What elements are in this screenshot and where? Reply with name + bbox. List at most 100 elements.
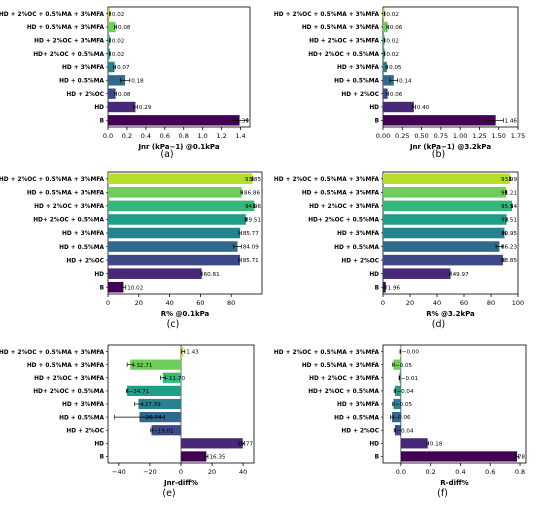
data-label: −19.01 — [153, 428, 174, 434]
bar — [383, 200, 512, 212]
bar — [394, 385, 401, 397]
x-tick-label: 60 — [196, 299, 204, 307]
bar — [181, 451, 207, 462]
category-label: HD + 3%MFA — [62, 402, 104, 408]
data-label: 0.02 — [386, 52, 398, 58]
bar — [162, 372, 181, 383]
bar — [391, 411, 401, 423]
data-label: 1.39 — [237, 118, 250, 124]
category-label: HD + 2%OC + 0.5%MA + 3%MFA — [274, 12, 380, 18]
x-tick-label: 20 — [135, 299, 143, 307]
bar — [383, 48, 385, 59]
x-axis-label: R% @0.1kPa — [161, 310, 210, 318]
data-label: −34.71 — [129, 389, 150, 395]
chart-panel-2: 0.00 0.25 0.50 0.75 1.00 1.25 1.50 1.75 Jnr (kPa… — [274, 6, 525, 160]
category-label: HD + 2%OC — [341, 92, 379, 98]
bar — [108, 173, 253, 185]
category-label: HD + 2%OC + 0.5%MA + 3%MFA — [0, 177, 105, 183]
data-label: 0.02 — [112, 38, 124, 44]
data-label: 85.71 — [243, 258, 259, 264]
x-tick-label: 0.6 — [485, 468, 495, 476]
data-label: 0.14 — [399, 78, 412, 84]
bar — [383, 88, 388, 99]
data-label: −0.00 — [402, 350, 420, 356]
x-tick-label: 40 — [433, 299, 441, 307]
category-label: HD + 0.5%MA + 3%MFA — [302, 25, 380, 31]
x-tick-label: 1.00 — [453, 132, 467, 140]
category-label: HD+ 2%OC + 0.5%MA — [33, 52, 104, 58]
data-label: 0.18 — [430, 441, 443, 447]
bar — [108, 241, 238, 252]
data-label: 0.05 — [389, 65, 402, 71]
category-label: HD + 0.5%MA — [334, 79, 379, 85]
x-tick-label: 0 — [179, 468, 183, 476]
x-tick-label: 1.4 — [235, 132, 245, 140]
category-label: HD + 2%OC — [66, 258, 104, 264]
chart-panel-6: 0.0 0.2 0.4 0.6 0.8 R-diff% HD + 2%OC + 0.5%MA… — [274, 344, 527, 499]
x-tick-label: 0.8 — [179, 132, 189, 140]
category-label: HD + 3%MFA — [337, 402, 379, 408]
data-label: −0.04 — [396, 389, 414, 395]
category-label: HD+ 2%OC + 0.5%MA — [33, 218, 104, 224]
x-axis-label: R% @3.2kPa — [426, 310, 475, 318]
data-label: 88.85 — [501, 258, 517, 264]
category-label: HD + 2%OC + 3%MFA — [34, 39, 104, 45]
data-label: 0.02 — [386, 12, 398, 18]
data-label: 86.23 — [501, 245, 517, 251]
category-label: HD + 2%OC — [341, 258, 379, 264]
category-label: B — [375, 119, 380, 125]
category-label: HD — [94, 442, 104, 448]
category-label: HD — [94, 105, 104, 111]
category-label: HD+ 2%OC + 0.5%MA — [308, 218, 379, 224]
panel-label: (d) — [432, 319, 445, 330]
data-label: −26.74 — [141, 415, 162, 421]
data-label: −0.04 — [396, 428, 414, 434]
data-label: 85.77 — [243, 231, 259, 237]
data-label: 0.18 — [131, 78, 144, 84]
bar — [108, 227, 241, 239]
data-label: −11.70 — [164, 376, 185, 382]
bar — [181, 438, 243, 449]
x-axis-label: R-diff% — [440, 479, 468, 487]
data-label: 0.02 — [112, 12, 124, 18]
category-label: HD + 0.5%MA + 3%MFA — [27, 363, 105, 369]
x-tick-label: 1.2 — [216, 132, 226, 140]
x-tick-label: 1.50 — [491, 132, 505, 140]
bar — [383, 101, 414, 113]
category-label: HD — [369, 272, 379, 278]
bar — [383, 281, 386, 293]
bar — [399, 372, 401, 383]
bar — [108, 214, 246, 225]
bar — [130, 359, 181, 370]
category-label: HD + 0.5%MA + 3%MFA — [27, 25, 105, 31]
data-label: 1.96 — [388, 285, 401, 291]
category-label: HD + 2%OC + 3%MFA — [309, 39, 379, 45]
bar — [383, 115, 496, 126]
chart-panel-4: 0 20 40 60 80 100 R% @3.2kPa HD + 2%OC + 0.5%MA… — [274, 171, 524, 330]
bar — [383, 173, 510, 185]
x-tick-label: 0.00 — [376, 132, 390, 140]
category-label: HD+ 2%OC + 0.5%MA — [33, 389, 104, 395]
category-label: HD + 2%OC + 0.5%MA + 3%MFA — [0, 350, 105, 356]
x-tick-label: 80 — [487, 299, 495, 307]
category-label: HD + 2%OC + 3%MFA — [34, 376, 104, 382]
x-axis-label: Jnr (kPa−1) @3.2kPa — [409, 143, 491, 151]
data-label: 0.02 — [386, 38, 398, 44]
x-tick-label: 1.75 — [511, 132, 525, 140]
data-label: 94.96 — [245, 204, 261, 210]
data-label: 0.78 — [513, 455, 526, 461]
data-label: 86.86 — [244, 190, 260, 196]
category-label: HD + 3%MFA — [337, 65, 379, 71]
x-tick-label: 60 — [460, 299, 468, 307]
data-label: 89.95 — [501, 231, 517, 237]
data-label: 39.77 — [237, 441, 253, 447]
category-label: HD — [94, 272, 104, 278]
data-label: 0.02 — [112, 52, 124, 58]
x-tick-label: 0.25 — [395, 132, 409, 140]
x-tick-label: 20 — [208, 468, 216, 476]
bar — [383, 35, 385, 46]
data-label: 0.06 — [390, 25, 403, 31]
data-label: −0.01 — [401, 376, 419, 382]
x-tick-label: 40 — [165, 299, 173, 307]
